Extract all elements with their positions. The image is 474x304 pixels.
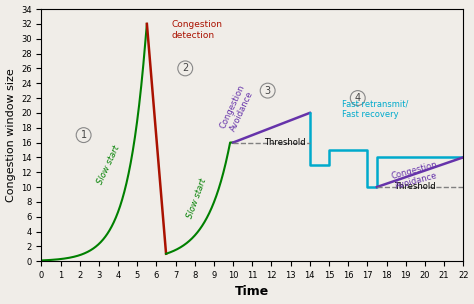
Text: Congestion
Avoidance: Congestion Avoidance <box>390 161 441 192</box>
Y-axis label: Congestion window size: Congestion window size <box>6 68 16 202</box>
Text: 1: 1 <box>81 130 87 140</box>
Text: Threshold: Threshold <box>264 138 305 147</box>
Text: 2: 2 <box>182 63 188 73</box>
Text: Slow start: Slow start <box>185 177 208 219</box>
X-axis label: Time: Time <box>235 285 269 299</box>
Text: Threshold: Threshold <box>394 182 436 191</box>
Text: Slow start: Slow start <box>96 144 121 186</box>
Text: 3: 3 <box>264 86 271 96</box>
Text: Congestion
Avoidance: Congestion Avoidance <box>218 84 256 135</box>
Text: 4: 4 <box>355 93 361 103</box>
Text: Congestion
detection: Congestion detection <box>172 20 223 40</box>
Text: Fast retransmit/
Fast recovery: Fast retransmit/ Fast recovery <box>342 99 409 119</box>
